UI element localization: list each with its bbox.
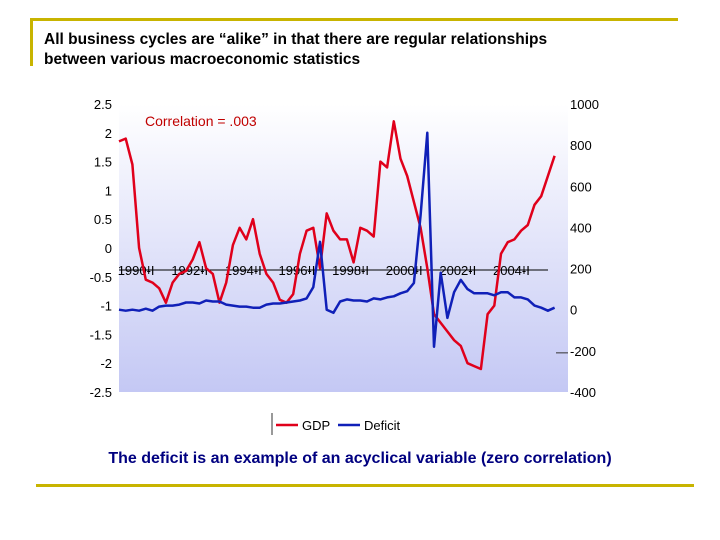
left-axis-tick-label: 1 [105, 183, 112, 198]
x-axis-tick-label: 2002-I [439, 263, 476, 278]
series-line-deficit [118, 131, 556, 348]
x-axis-tick-label: 2004-I [493, 263, 530, 278]
series-line-gdp [118, 120, 556, 371]
left-axis-tick-label: -2 [100, 356, 112, 371]
left-axis-tick-label: -1 [100, 299, 112, 314]
left-axis-tick-label: 0.5 [94, 212, 112, 227]
left-axis-tick-label: -1.5 [90, 327, 112, 342]
right-axis-tick-label: -200 [570, 344, 596, 359]
left-axis-tick-label: 2.5 [94, 97, 112, 112]
right-axis-tick-label: 200 [570, 262, 592, 277]
right-axis-tick-label: -400 [570, 385, 596, 400]
slide-title-line-1: All business cycles are “alike” in that … [44, 31, 548, 48]
legend-deficit-label: Deficit [364, 418, 401, 433]
left-axis-tick-label: -0.5 [90, 270, 112, 285]
left-axis-tick-label: 1.5 [94, 155, 112, 170]
correlation-annotation: Correlation = .003 [145, 113, 257, 129]
slide-title-line-2: between various macroeconomic statistics [44, 51, 361, 68]
x-axis-tick-label: 1990-I [118, 263, 155, 278]
x-axis-tick-label: 1994-I [225, 263, 262, 278]
right-axis-tick-label: 800 [570, 138, 592, 153]
left-axis-tick-label: -2.5 [90, 385, 112, 400]
slide-caption: The deficit is an example of an acyclica… [108, 450, 612, 467]
right-axis-tick-label: 1000 [570, 97, 599, 112]
x-axis-tick-label: 1998-I [332, 263, 369, 278]
right-axis-tick-label: 600 [570, 179, 592, 194]
left-axis-tick-label: 0 [105, 241, 112, 256]
x-axis-tick-label: 2000-I [386, 263, 423, 278]
legend-gdp-label: GDP [302, 418, 330, 433]
slide-frame-left [30, 18, 33, 66]
right-axis-tick-label: 400 [570, 220, 592, 235]
slide-frame-top [30, 18, 678, 21]
legend: GDP Deficit [271, 413, 401, 435]
slide-title: All business cycles are “alike” in that … [44, 30, 684, 70]
slide-frame-bottom [36, 484, 694, 487]
plot-area [119, 104, 568, 392]
right-axis-tick-label: 0 [570, 303, 577, 318]
left-axis-tick-label: 2 [105, 126, 112, 141]
